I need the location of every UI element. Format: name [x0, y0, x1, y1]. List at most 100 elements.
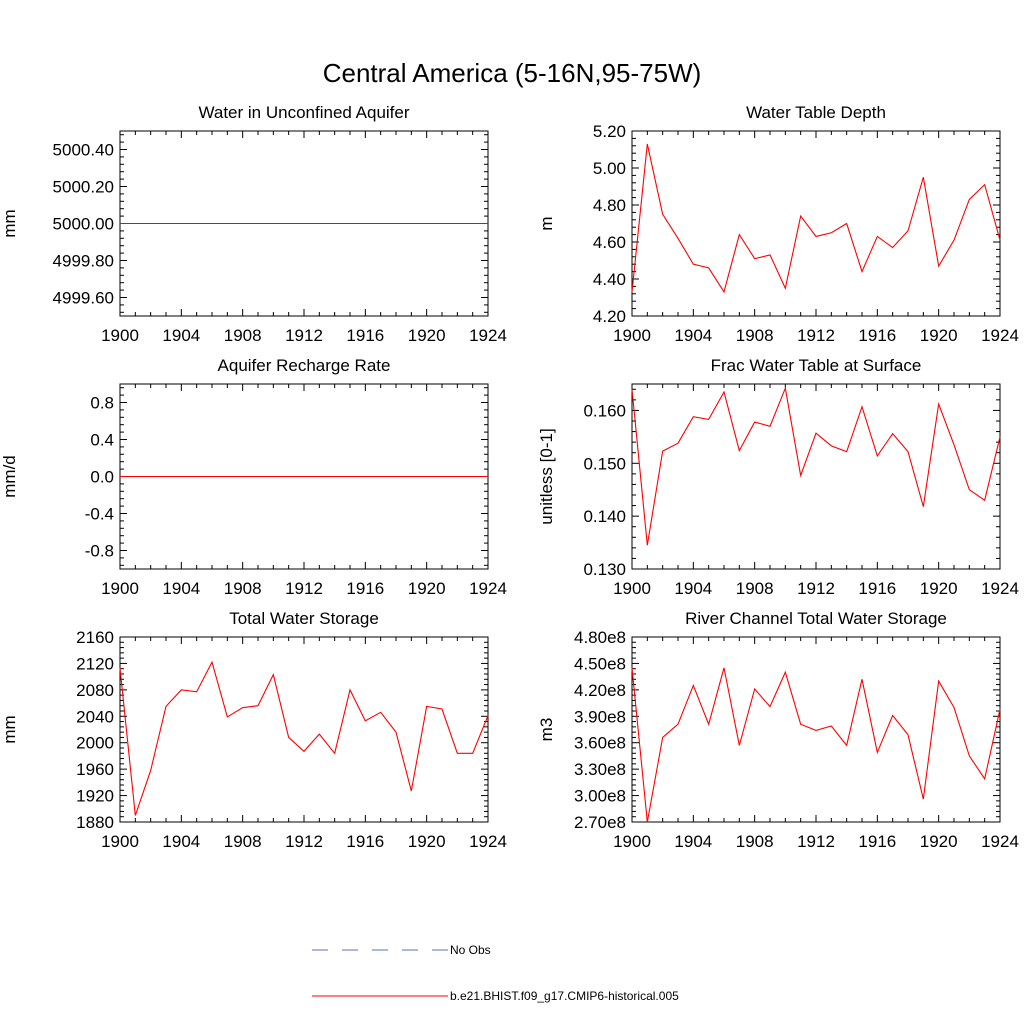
panel-title: River Channel Total Water Storage: [685, 609, 947, 628]
y-tick-label: 3.60e8: [574, 734, 626, 753]
x-tick-label: 1920: [408, 579, 446, 598]
plot-frame: [631, 636, 1001, 823]
x-tick-label: 1920: [920, 326, 958, 345]
x-tick-label: 1916: [858, 832, 896, 851]
y-tick-label: 5.00: [593, 159, 626, 178]
x-tick-label: 1908: [224, 832, 262, 851]
plot-frame: [119, 636, 489, 823]
x-tick-label: 1900: [613, 326, 651, 345]
x-tick-label: 1924: [981, 326, 1019, 345]
y-tick-label: 2040: [76, 707, 114, 726]
x-tick-label: 1908: [224, 326, 262, 345]
y-tick-label: 4999.80: [53, 252, 114, 271]
y-tick-label: 0.0: [90, 468, 114, 487]
x-tick-label: 1924: [469, 832, 507, 851]
x-tick-label: 1904: [162, 579, 200, 598]
panel-title: Frac Water Table at Surface: [711, 356, 922, 375]
y-tick-label: 2160: [76, 628, 114, 647]
y-tick-label: 0.130: [583, 560, 626, 579]
y-tick-label: 1960: [76, 760, 114, 779]
panel-aquifer-recharge-rate: Aquifer Recharge Rate 1900 1904 1908 1912 191…: [0, 356, 507, 598]
x-tick-label: 1900: [101, 326, 139, 345]
x-tick-label: 1908: [736, 579, 774, 598]
y-tick-label: -0.4: [85, 505, 114, 524]
y-axis-label: unitless [0-1]: [537, 428, 556, 524]
y-axis-label: m3: [537, 718, 556, 742]
y-tick-label: 2000: [76, 734, 114, 753]
x-tick-label: 1912: [285, 579, 323, 598]
x-tick-label: 1916: [346, 832, 384, 851]
y-tick-label: 0.8: [90, 394, 114, 413]
y-tick-label: 2120: [76, 654, 114, 673]
y-tick-label: 0.160: [583, 401, 626, 420]
y-tick-label: 5000.40: [53, 141, 114, 160]
x-tick-label: 1904: [674, 579, 712, 598]
y-tick-label: 2.70e8: [574, 813, 626, 832]
figure-title: Central America (5-16N,95-75W): [323, 58, 702, 88]
plot-frame: [631, 383, 1001, 570]
y-tick-label: 3.90e8: [574, 707, 626, 726]
y-tick-label: 5.20: [593, 122, 626, 141]
x-tick-label: 1900: [101, 579, 139, 598]
panel-water-table-depth: Water Table Depth 1900 1904 1908 1912 1916 192…: [537, 103, 1019, 345]
y-axis-label: m: [537, 216, 556, 230]
x-tick-label: 1912: [797, 832, 835, 851]
x-tick-label: 1912: [797, 579, 835, 598]
panel-title: Total Water Storage: [229, 609, 379, 628]
series-line: [631, 667, 1001, 823]
x-tick-label: 1908: [736, 326, 774, 345]
y-tick-label: 4.80: [593, 196, 626, 215]
x-tick-label: 1920: [920, 832, 958, 851]
y-axis-label: mm: [0, 715, 19, 743]
series-line: [119, 660, 489, 816]
x-tick-label: 1916: [858, 326, 896, 345]
y-tick-label: 4.80e8: [574, 628, 626, 647]
x-tick-label: 1904: [674, 326, 712, 345]
x-tick-label: 1912: [797, 326, 835, 345]
x-tick-label: 1920: [920, 579, 958, 598]
x-tick-label: 1916: [346, 579, 384, 598]
x-tick-label: 1908: [224, 579, 262, 598]
y-tick-label: 4999.60: [53, 289, 114, 308]
x-tick-label: 1924: [981, 579, 1019, 598]
y-tick-label: 0.140: [583, 507, 626, 526]
legend-label-no-obs: No Obs: [450, 943, 491, 957]
y-tick-label: 4.60: [593, 233, 626, 252]
x-tick-label: 1904: [162, 832, 200, 851]
panel-title: Water in Unconfined Aquifer: [198, 103, 409, 122]
x-tick-label: 1920: [408, 326, 446, 345]
y-tick-label: 4.50e8: [574, 654, 626, 673]
x-tick-label: 1920: [408, 832, 446, 851]
y-tick-label: 4.40: [593, 270, 626, 289]
legend-label-model: b.e21.BHIST.f09_g17.CMIP6-historical.005: [450, 989, 679, 1003]
panel-frac-water-table-at-surface: Frac Water Table at Surface 1900 1904 1908 1…: [537, 356, 1019, 598]
y-tick-label: 4.20: [593, 307, 626, 326]
y-tick-label: -0.8: [85, 542, 114, 561]
x-tick-label: 1900: [101, 832, 139, 851]
x-tick-label: 1900: [613, 579, 651, 598]
y-tick-label: 0.150: [583, 454, 626, 473]
x-tick-label: 1924: [469, 326, 507, 345]
panel-total-water-storage: Total Water Storage 1900 1904 1908 1912 1916 1…: [0, 609, 507, 851]
x-tick-label: 1916: [858, 579, 896, 598]
y-axis-label: mm/d: [0, 455, 19, 498]
x-tick-label: 1924: [469, 579, 507, 598]
y-tick-label: 3.30e8: [574, 760, 626, 779]
x-tick-label: 1912: [285, 832, 323, 851]
y-tick-label: 3.00e8: [574, 787, 626, 806]
legend: No Obs b.e21.BHIST.f09_g17.CMIP6-histori…: [312, 943, 679, 1003]
y-tick-label: 4.20e8: [574, 681, 626, 700]
y-axis-label: mm: [0, 209, 19, 237]
panel-title: Water Table Depth: [746, 103, 886, 122]
x-tick-label: 1904: [674, 832, 712, 851]
x-tick-label: 1916: [346, 326, 384, 345]
panel-title: Aquifer Recharge Rate: [218, 356, 391, 375]
y-tick-label: 0.4: [90, 431, 114, 450]
y-tick-label: 5000.20: [53, 178, 114, 197]
x-tick-label: 1924: [981, 832, 1019, 851]
series-line: [631, 143, 1001, 294]
panel-grid: Water in Unconfined Aquifer 1900 1904 1908 1…: [0, 103, 1019, 851]
series-line: [631, 386, 1001, 546]
